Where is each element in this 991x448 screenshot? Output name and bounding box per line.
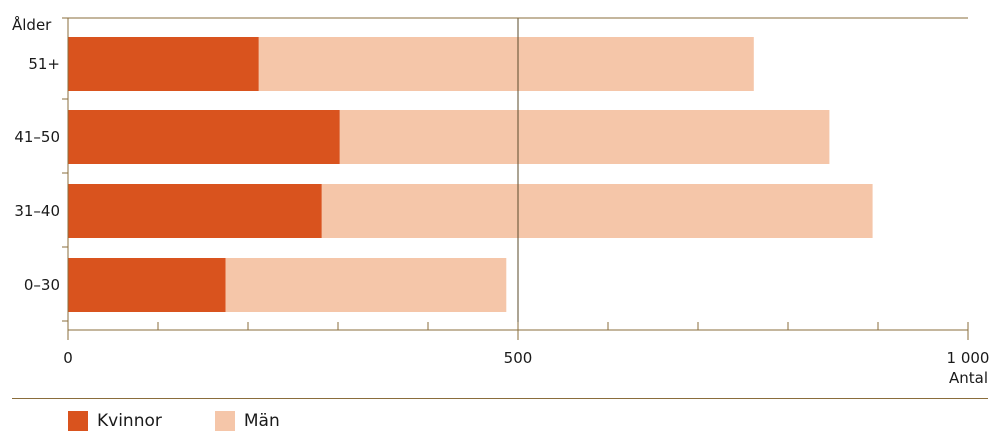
bars-group: [68, 37, 873, 312]
legend-swatch-man: [214, 411, 235, 431]
y-tick-label-51: 51+: [28, 55, 60, 73]
x-tick-label-500: 500: [504, 349, 533, 367]
bar-kvinnor-0-30: [68, 258, 226, 312]
y-tick-label-41-50: 41–50: [14, 128, 60, 146]
legend-label-man: Män: [243, 411, 280, 431]
bar-m-n-31-40: [321, 184, 873, 238]
axes-group: [62, 17, 969, 340]
x-tick-label-1000: 1 000: [947, 349, 990, 367]
bar-kvinnor-31-40: [68, 184, 322, 238]
labels-group: 0 500 1 000 51+ 41–50 31–40 0–30 Ålder Antal: [12, 15, 989, 387]
legend-divider: [12, 398, 988, 399]
legend-item-man: Män: [214, 411, 280, 431]
legend-item-kvinnor: Kvinnor: [68, 411, 162, 431]
legend-label-kvinnor: Kvinnor: [97, 411, 162, 431]
legend-swatch-kvinnor: [68, 411, 88, 431]
bar-kvinnor-51: [68, 37, 259, 91]
bar-m-n-51: [258, 37, 754, 91]
y-axis-title: Ålder: [12, 15, 52, 34]
x-axis-title: Antal: [949, 369, 988, 387]
x-tick-label-0: 0: [63, 349, 73, 367]
bar-m-n-41-50: [339, 110, 830, 164]
legend: Kvinnor Män: [68, 411, 333, 431]
bar-kvinnor-41-50: [68, 110, 340, 164]
bar-m-n-0-30: [225, 258, 507, 312]
y-tick-label-0-30: 0–30: [24, 276, 60, 294]
y-tick-label-31-40: 31–40: [14, 202, 60, 220]
